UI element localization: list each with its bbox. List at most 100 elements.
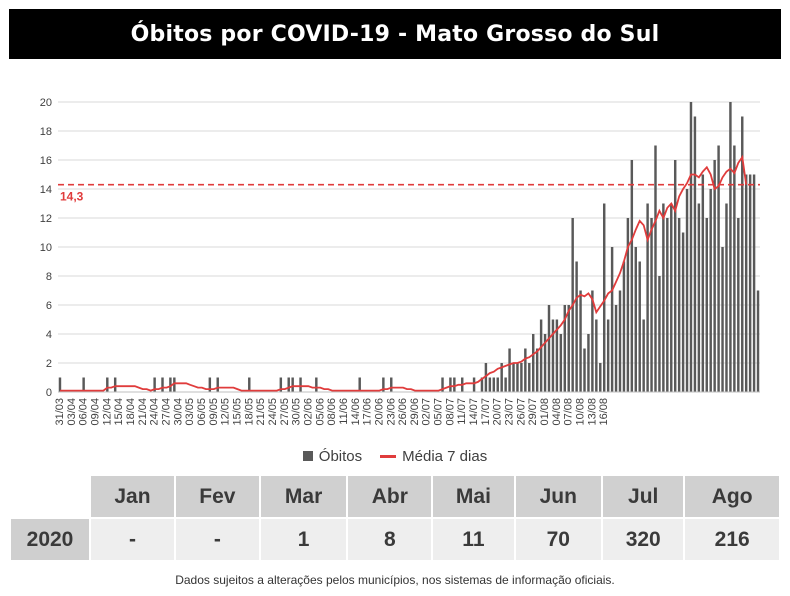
y-tick-label: 20: [40, 97, 52, 109]
bar: [291, 377, 294, 392]
month-value: 216: [685, 519, 779, 560]
x-tick-label: 20/06: [373, 398, 385, 426]
x-tick-label: 24/04: [149, 398, 161, 426]
x-tick-label: 24/05: [267, 398, 279, 426]
bar: [622, 261, 626, 392]
bar: [599, 363, 602, 392]
bar: [492, 377, 496, 392]
bar: [248, 377, 251, 392]
bar: [583, 348, 586, 392]
bar: [666, 218, 669, 392]
bar: [748, 174, 752, 392]
x-tick-label: 10/08: [575, 398, 587, 426]
bar: [496, 377, 499, 392]
bar: [528, 363, 531, 392]
bar: [559, 334, 563, 392]
bar: [670, 203, 673, 392]
footnote: Dados sujeitos a alterações pelos municí…: [175, 573, 615, 587]
monthly-summary-table: Jan Fev Mar Abr Mai Jun Jul Ago 2020 - -…: [9, 474, 781, 562]
x-tick-label: 21/04: [137, 398, 149, 426]
x-tick-label: 26/07: [515, 398, 527, 426]
bar: [500, 363, 503, 392]
bar: [701, 174, 705, 392]
x-tick-label: 09/05: [208, 398, 220, 426]
x-tick-label: 18/05: [243, 398, 255, 426]
x-tick-label: 11/07: [456, 398, 468, 425]
x-tick-label: 02/06: [302, 398, 314, 426]
bar: [610, 247, 614, 392]
x-tick-label: 23/06: [385, 398, 397, 426]
bar: [504, 377, 507, 392]
bar: [752, 174, 756, 392]
bar: [480, 377, 484, 392]
x-tick-label: 11/06: [338, 398, 350, 425]
bar: [539, 319, 543, 392]
month-header: Mar: [260, 476, 347, 517]
bar: [709, 189, 712, 392]
bar: [535, 348, 539, 392]
bar: [591, 290, 594, 392]
bar: [658, 276, 661, 392]
x-tick-label: 08/06: [326, 398, 338, 426]
bar: [82, 377, 85, 392]
year-label: 2020: [11, 519, 89, 560]
x-tick-label: 23/07: [504, 398, 516, 426]
x-tick-label: 29/06: [409, 398, 421, 426]
bar: [173, 377, 176, 392]
x-tick-label: 04/08: [551, 398, 563, 426]
x-tick-label: 27/04: [160, 398, 172, 426]
bar: [721, 247, 724, 392]
bar: [555, 319, 559, 392]
bar: [299, 377, 302, 392]
bar: [741, 116, 744, 392]
bar: [697, 203, 701, 392]
average-line: [60, 154, 748, 392]
bar: [575, 261, 578, 392]
bar: [595, 319, 598, 392]
bar: [153, 377, 156, 392]
bar: [441, 377, 444, 392]
x-tick-label: 12/04: [101, 398, 113, 426]
bar: [654, 145, 657, 392]
y-tick-label: 8: [46, 271, 52, 283]
x-tick-label: 30/04: [172, 398, 184, 426]
bar: [705, 218, 708, 392]
bar: [208, 377, 212, 392]
bar: [563, 305, 567, 392]
reference-label: 14,3: [60, 190, 84, 204]
x-tick-label: 31/03: [54, 398, 66, 426]
bar: [287, 377, 290, 392]
summary-header-row: Jan Fev Mar Abr Mai Jun Jul Ago: [11, 476, 779, 517]
x-tick-label: 01/08: [539, 398, 551, 426]
bar: [685, 189, 689, 392]
bar: [169, 377, 172, 392]
bar: [737, 218, 740, 392]
bar: [516, 363, 519, 392]
y-tick-label: 4: [46, 329, 52, 341]
y-tick-label: 18: [40, 126, 52, 138]
x-tick-label: 05/06: [314, 398, 326, 426]
line-swatch-icon: [380, 454, 397, 458]
x-tick-label: 30/05: [291, 398, 303, 426]
month-value: -: [175, 519, 259, 560]
chart-title: Óbitos por COVID-19 - Mato Grosso do Sul: [9, 9, 781, 59]
x-tick-label: 21/05: [255, 398, 267, 426]
bar: [626, 218, 630, 392]
bar: [650, 218, 653, 392]
y-tick-label: 6: [46, 300, 52, 312]
bar: [587, 334, 590, 392]
month-header: Jun: [515, 476, 602, 517]
month-value: 11: [433, 519, 514, 560]
y-tick-label: 12: [40, 213, 52, 225]
bar: [532, 334, 535, 392]
bar: [673, 160, 677, 392]
summary-data-row: 2020 - - 1 8 11 70 320 216: [11, 519, 779, 560]
bar: [618, 290, 622, 392]
summary-corner-cell: [11, 476, 89, 517]
legend-label-deaths: Óbitos: [318, 447, 363, 465]
month-value: 70: [515, 519, 602, 560]
bar: [547, 305, 551, 392]
month-value: 8: [348, 519, 432, 560]
bar: [106, 377, 109, 392]
bar: [756, 290, 760, 392]
